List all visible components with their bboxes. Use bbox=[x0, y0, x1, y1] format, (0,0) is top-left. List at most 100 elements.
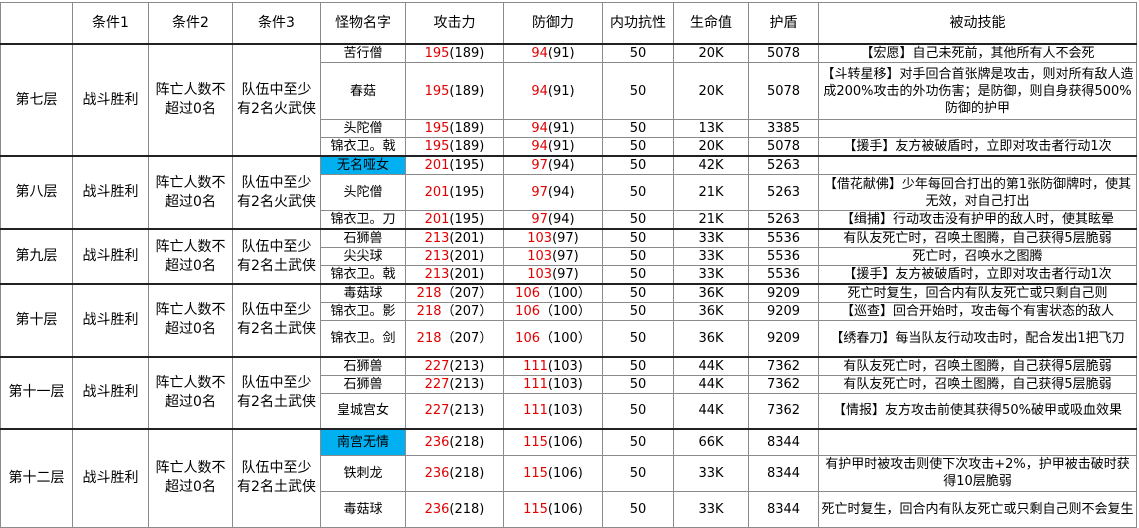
attack-value: 227 bbox=[424, 358, 450, 374]
monster-row: 铁刺龙 236(218) 115(106) 50 33K 8344 有护甲时被攻击则使下次攻… bbox=[1, 454, 1137, 492]
monster-row: 第十层 战斗胜利 阵亡人数不超过0名 队伍中至少有2名土武侠 毒菇球 218（207） 10… bbox=[0, 283, 1137, 357]
defense-value: 115 bbox=[523, 434, 548, 450]
attack-base: (213) bbox=[449, 376, 485, 392]
resist-cell: 50 bbox=[602, 374, 674, 394]
resist-cell: 50 bbox=[602, 355, 674, 376]
attack-base: （207） bbox=[441, 304, 493, 319]
shield-cell: 7362 bbox=[748, 374, 819, 394]
hp-cell: 33K bbox=[673, 490, 749, 528]
shield-cell: 9209 bbox=[748, 320, 819, 357]
defense-base: (91) bbox=[547, 121, 575, 136]
monster-row: 石狮兽 227(213) 111(103) 50 44K 7362 有队友死亡时，召唤土图腾… bbox=[1, 374, 1137, 394]
attack-base: (195) bbox=[449, 212, 485, 227]
defense-cell: 103(97) bbox=[503, 247, 603, 266]
header-cell: 防御力 bbox=[503, 2, 603, 45]
attack-cell: 236(218) bbox=[405, 454, 504, 492]
condition-cell: 阵亡人数不超过0名 bbox=[148, 428, 233, 528]
monster-row: 锦衣卫。剑 218（207） 106（100） 50 36K 9209 【绣春刀】每当队友行… bbox=[1, 320, 1137, 357]
shield-cell: 5078 bbox=[748, 62, 819, 120]
attack-value: 227 bbox=[424, 403, 450, 419]
monster-name: 锦衣卫。戟 bbox=[320, 265, 406, 285]
monster-name: 皇城宫女 bbox=[320, 392, 406, 430]
monster-name: 毒菇球 bbox=[320, 283, 406, 303]
hp-cell: 13K bbox=[673, 119, 749, 138]
hp-cell: 44K bbox=[673, 355, 749, 376]
defense-value: 115 bbox=[523, 465, 548, 481]
attack-value: 201 bbox=[424, 158, 450, 173]
skill-cell: 【援手】友方被破盾时，立即对攻击者行动1次 bbox=[818, 265, 1137, 285]
resist-cell: 50 bbox=[602, 119, 674, 138]
hp-cell: 44K bbox=[673, 392, 749, 430]
monster-name: 锦衣卫。剑 bbox=[320, 320, 406, 357]
floor-cell: 第十层 bbox=[0, 283, 73, 357]
monster-row: 锦衣卫。戟 213(201) 103(97) 50 33K 5536 【援手】友方被破盾时，… bbox=[1, 265, 1137, 285]
defense-value: 106 bbox=[515, 286, 540, 301]
attack-cell: 236(218) bbox=[405, 490, 504, 528]
attack-cell: 227(213) bbox=[405, 374, 504, 394]
condition-cell: 阵亡人数不超过0名 bbox=[148, 155, 233, 230]
condition-cell: 队伍中至少有2名土武侠 bbox=[232, 228, 321, 285]
resist-cell: 50 bbox=[602, 62, 674, 120]
hp-cell: 21K bbox=[673, 210, 749, 230]
defense-value: 97 bbox=[531, 212, 548, 227]
attack-base: (218) bbox=[449, 501, 485, 517]
shield-cell: 5536 bbox=[748, 265, 819, 285]
hp-cell: 44K bbox=[673, 374, 749, 394]
skill-cell: 【斗转星移】对手回合首张牌是攻击，则对所有敌人造成200%攻击的外功伤害；是防御… bbox=[818, 62, 1137, 120]
attack-base: (218) bbox=[449, 465, 485, 481]
shield-cell: 5536 bbox=[748, 247, 819, 266]
floor-cell: 第七层 bbox=[0, 43, 73, 157]
resist-cell: 50 bbox=[602, 320, 674, 357]
defense-base: (94) bbox=[547, 185, 575, 200]
defense-value: 106 bbox=[515, 304, 540, 319]
attack-cell: 236(218) bbox=[405, 428, 504, 456]
skill-cell: 有护甲时被攻击则使下次攻击+2%，护甲被击破时获得10层脆弱 bbox=[818, 454, 1137, 492]
attack-value: 195 bbox=[424, 46, 450, 61]
attack-cell: 227(213) bbox=[405, 355, 504, 376]
monster-row: 第七层 战斗胜利 阵亡人数不超过0名 队伍中至少有2名火武侠 苦行僧 195(189) 94… bbox=[0, 43, 1137, 157]
resist-cell: 50 bbox=[602, 283, 674, 303]
header-cell: 攻击力 bbox=[405, 2, 504, 45]
hp-cell: 42K bbox=[673, 155, 749, 175]
attack-cell: 201(195) bbox=[405, 155, 504, 175]
monster-row: 第十二层 战斗胜利 阵亡人数不超过0名 队伍中至少有2名土武侠 南宫无情 236(218)… bbox=[0, 428, 1137, 528]
attack-value: 236 bbox=[424, 434, 450, 450]
condition-cell: 战斗胜利 bbox=[72, 428, 149, 528]
defense-base: (97) bbox=[552, 249, 579, 264]
skill-cell bbox=[818, 428, 1137, 456]
condition-cell: 战斗胜利 bbox=[72, 155, 149, 230]
shield-cell: 5078 bbox=[748, 137, 819, 157]
skill-cell: 【借花献佛】少年每回合打出的第1张防御牌时，使其无效，对自己打出 bbox=[818, 174, 1137, 211]
attack-value: 213 bbox=[424, 231, 450, 246]
resist-cell: 50 bbox=[602, 247, 674, 266]
monster-row: 皇城宫女 227(213) 111(103) 50 44K 7362 【情报】友方攻击前使其… bbox=[1, 392, 1137, 430]
header-cell bbox=[0, 2, 73, 45]
attack-cell: 218（207） bbox=[405, 283, 504, 303]
monster-name: 头陀僧 bbox=[320, 174, 406, 211]
attack-cell: 218（207） bbox=[405, 320, 504, 357]
skill-cell: 【情报】友方攻击前使其获得50%破甲或吸血效果 bbox=[818, 392, 1137, 430]
defense-base: （100） bbox=[540, 286, 591, 301]
attack-value: 236 bbox=[424, 501, 450, 517]
floor-cell: 第八层 bbox=[0, 155, 73, 230]
defense-value: 94 bbox=[531, 139, 548, 154]
defense-cell: 111(103) bbox=[503, 374, 603, 394]
attack-base: (195) bbox=[449, 158, 485, 173]
condition-cell: 队伍中至少有2名土武侠 bbox=[232, 355, 321, 430]
defense-base: (97) bbox=[552, 267, 579, 282]
resist-cell: 50 bbox=[602, 392, 674, 430]
monster-row: 锦衣卫。影 218（207） 106（100） 50 36K 9209 【巡查】回合开始时，… bbox=[1, 302, 1137, 321]
hp-cell: 36K bbox=[673, 302, 749, 321]
monster-row: 第十一层 战斗胜利 阵亡人数不超过0名 队伍中至少有2名土武侠 石狮兽 227(213) 1… bbox=[0, 355, 1137, 430]
condition-cell: 队伍中至少有2名火武侠 bbox=[232, 43, 321, 157]
attack-cell: 195(189) bbox=[405, 62, 504, 120]
attack-value: 195 bbox=[424, 139, 450, 154]
attack-base: (218) bbox=[449, 434, 485, 450]
skill-cell: 有队友死亡时，召唤土图腾，自己获得5层脆弱 bbox=[818, 355, 1137, 376]
condition-cell: 阵亡人数不超过0名 bbox=[148, 283, 233, 357]
hp-cell: 33K bbox=[673, 228, 749, 248]
attack-cell: 213(201) bbox=[405, 228, 504, 248]
attack-base: (213) bbox=[449, 358, 485, 374]
attack-value: 218 bbox=[416, 304, 442, 319]
